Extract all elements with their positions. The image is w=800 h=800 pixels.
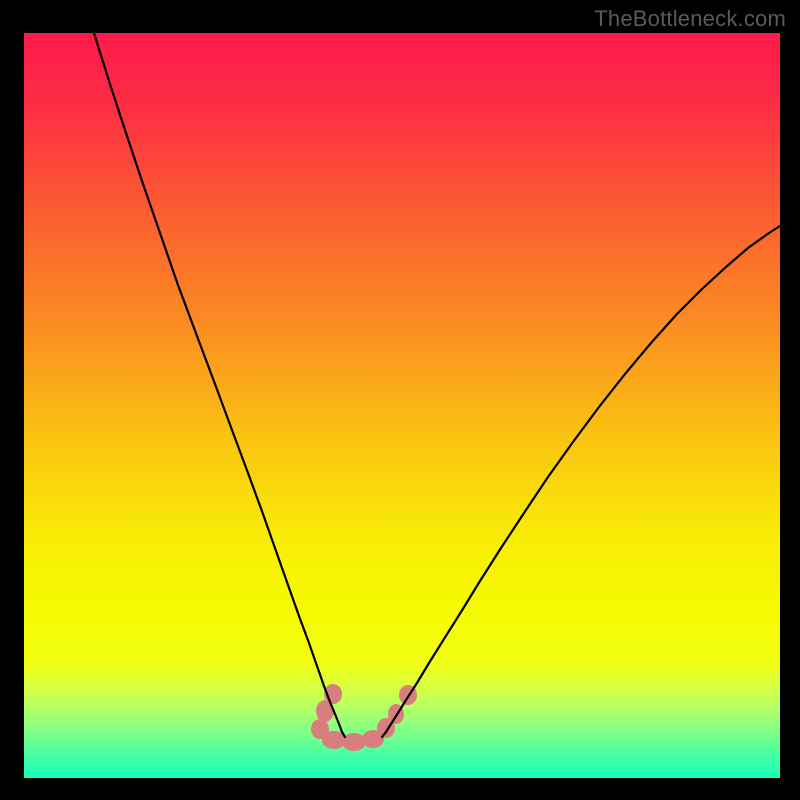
plot-area bbox=[24, 33, 780, 778]
valley-blob bbox=[342, 733, 366, 751]
watermark-text: TheBottleneck.com bbox=[594, 6, 786, 32]
curve-right-branch bbox=[382, 226, 780, 737]
frame-bottom bbox=[0, 778, 800, 800]
curve-left-branch bbox=[94, 33, 345, 737]
frame-right bbox=[780, 0, 800, 800]
frame-left bbox=[0, 0, 24, 800]
bottleneck-curve bbox=[24, 33, 780, 778]
